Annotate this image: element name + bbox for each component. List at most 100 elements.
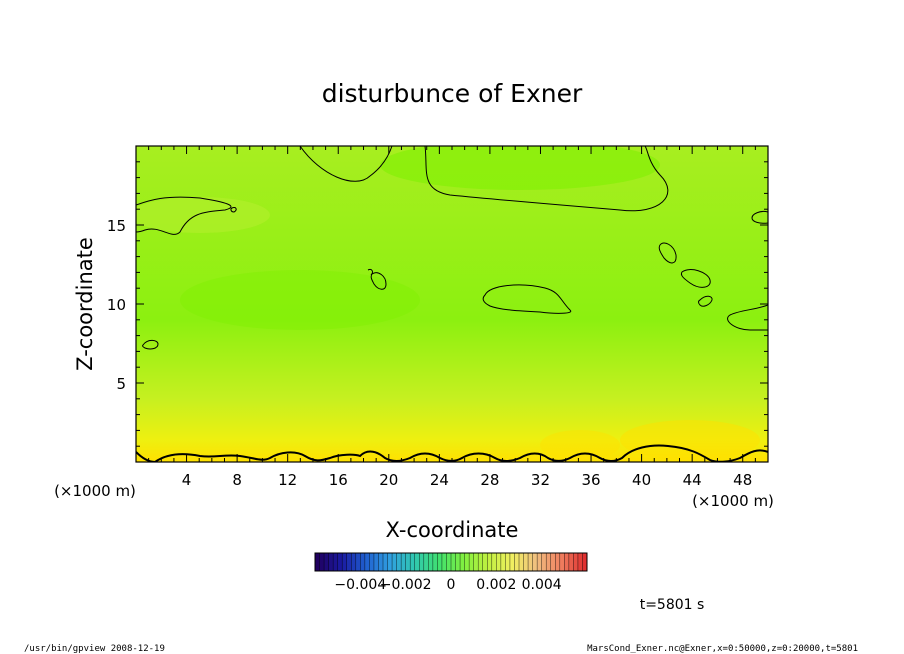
- colorbar-cell: [523, 553, 529, 571]
- footer-left: /usr/bin/gpview 2008-12-19: [24, 644, 165, 654]
- colorbar-cell: [487, 553, 493, 571]
- colorbar-tick-label: 0.004: [522, 577, 562, 593]
- colorbar-cell: [550, 553, 556, 571]
- colorbar-cell: [505, 553, 511, 571]
- colorbar-tick-labels: −0.004−0.002 0 0.002 0.004: [334, 577, 561, 593]
- colorbar-cell: [482, 553, 488, 571]
- colorbar-cell: [315, 553, 321, 571]
- colorbar-cell: [392, 553, 398, 571]
- colorbar-cell: [428, 553, 434, 571]
- colorbar-cell: [528, 553, 534, 571]
- x-unit-label-left: (×1000 m): [54, 482, 136, 500]
- x-tick-label: 48: [733, 471, 752, 489]
- chart-title: disturbunce of Exner: [322, 79, 583, 108]
- colorbar-tick-label: −0.004: [334, 577, 386, 593]
- colorbar-cell: [319, 553, 325, 571]
- colorbar-cell: [473, 553, 479, 571]
- colorbar-cell: [364, 553, 370, 571]
- contour-line: [367, 269, 373, 276]
- colorbar-frame: [314, 552, 588, 572]
- colorbar-cell: [423, 553, 429, 571]
- x-tick-label: 20: [379, 471, 398, 489]
- field-patch: [180, 270, 420, 330]
- colorbar-cell: [419, 553, 425, 571]
- x-tick-label: 8: [232, 471, 242, 489]
- colorbar-cell: [564, 553, 570, 571]
- contour-line: [142, 339, 159, 350]
- colorbar-cell: [401, 553, 407, 571]
- colorbar-cell: [500, 553, 506, 571]
- colorbar-cell: [405, 553, 411, 571]
- colorbar-cell: [432, 553, 438, 571]
- colorbar-cell: [328, 553, 334, 571]
- colorbar-cell: [455, 553, 461, 571]
- field-patch: [540, 430, 620, 460]
- colorbar-cell: [373, 553, 379, 571]
- colorbar-cell: [383, 553, 389, 571]
- colorbar-cell: [532, 553, 538, 571]
- field-patch: [620, 420, 760, 460]
- contour-line: [698, 295, 713, 307]
- colorbar-cell: [573, 553, 579, 571]
- x-tick-label: 44: [683, 471, 702, 489]
- x-axis-title: X-coordinate: [386, 518, 519, 542]
- colorbar-cell: [491, 553, 497, 571]
- colorbar-cell: [509, 553, 515, 571]
- colorbar-cell: [346, 553, 352, 571]
- colorbar: [314, 552, 588, 572]
- contour-line: [658, 242, 677, 264]
- contour-line: [751, 211, 768, 224]
- colorbar-cell: [537, 553, 543, 571]
- x-tick-label: 24: [430, 471, 449, 489]
- field-patch: [136, 197, 270, 233]
- contour-line: [370, 272, 387, 290]
- colorbar-cell: [360, 553, 366, 571]
- contour-line: [680, 269, 711, 288]
- colorbar-cell: [582, 553, 588, 571]
- colorbar-cell: [369, 553, 375, 571]
- footer-right: MarsCond_Exner.nc@Exner,x=0:50000,z=0:20…: [587, 644, 858, 654]
- colorbar-cell: [451, 553, 457, 571]
- colorbar-cell: [577, 553, 583, 571]
- contour-line: [230, 207, 237, 213]
- colorbar-cell: [410, 553, 416, 571]
- colorbar-cell: [546, 553, 552, 571]
- contour-line: [126, 258, 131, 263]
- x-tick-label: 28: [480, 471, 499, 489]
- colorbar-cell: [396, 553, 402, 571]
- contour-line: [727, 304, 768, 331]
- colorbar-cell: [342, 553, 348, 571]
- colorbar-cell: [351, 553, 357, 571]
- x-unit-label-right: (×1000 m): [692, 492, 774, 510]
- x-tick-label: 4: [182, 471, 192, 489]
- colorbar-cell: [437, 553, 443, 571]
- colorbar-tick-label: −0.002: [380, 577, 432, 593]
- colorbar-cell: [441, 553, 447, 571]
- x-tick-label: 32: [531, 471, 550, 489]
- time-label: t=5801 s: [640, 597, 705, 613]
- contour-lines: [126, 146, 768, 350]
- contour-line: [482, 284, 572, 314]
- colorbar-cell: [514, 553, 520, 571]
- y-tick-label: 5: [116, 375, 126, 393]
- colorbar-cell: [414, 553, 420, 571]
- y-axis-title: Z-coordinate: [73, 237, 97, 371]
- colorbar-cell: [446, 553, 452, 571]
- colorbar-cell: [387, 553, 393, 571]
- y-tick-label: 10: [107, 296, 126, 314]
- x-tick-label: 12: [278, 471, 297, 489]
- colorbar-tick-label: 0.002: [476, 577, 516, 593]
- contour-line: [136, 196, 232, 235]
- y-axis: 5 10 15: [107, 161, 768, 447]
- colorbar-cell: [559, 553, 565, 571]
- colorbar-cell: [337, 553, 343, 571]
- colorbar-cell: [478, 553, 484, 571]
- colorbar-tick-label: 0: [447, 577, 456, 593]
- colorbar-cell: [464, 553, 470, 571]
- colorbar-cell: [519, 553, 525, 571]
- field-background: [136, 146, 768, 462]
- colorbar-cell: [469, 553, 475, 571]
- x-tick-label: 40: [632, 471, 651, 489]
- field-patch: [380, 146, 660, 190]
- colorbar-cell: [355, 553, 361, 571]
